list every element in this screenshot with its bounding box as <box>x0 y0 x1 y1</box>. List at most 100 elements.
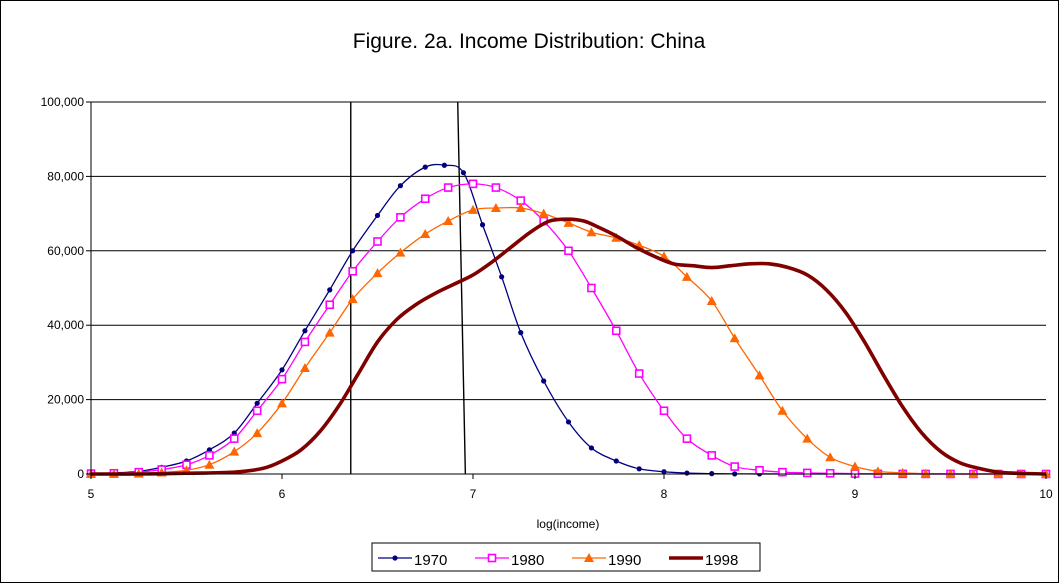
data-point-1980 <box>468 179 478 189</box>
data-point-1980 <box>778 467 787 477</box>
axis-layer: 0 20,000 40,000 60,000 80,000 100,000 5 6 7 8 9 10 <box>41 95 1053 501</box>
legend-item-1980: 1980 <box>475 552 544 569</box>
x-tick-label: 7 <box>470 487 477 501</box>
data-point-1980 <box>634 369 644 378</box>
legend-swatch-marker <box>392 555 398 561</box>
x-axis-label: log(income) <box>537 517 600 531</box>
data-point-1980 <box>229 434 239 443</box>
data-point-1980 <box>252 406 262 416</box>
data-point-1990 <box>897 467 908 477</box>
data-point-1980 <box>564 246 573 256</box>
legend-swatch-marker <box>487 553 497 563</box>
legend-item-1970: 1970 <box>378 552 447 569</box>
data-point-1980 <box>825 468 835 478</box>
data-point-1990 <box>538 208 549 218</box>
data-point-1990 <box>372 268 383 278</box>
data-point-1980 <box>443 183 453 192</box>
legend-item-1990: 1990 <box>572 552 641 569</box>
data-point-1980 <box>491 183 501 192</box>
data-point-1990 <box>777 405 788 415</box>
legend-swatch-marker <box>584 553 594 562</box>
data-point-1970 <box>302 328 308 334</box>
data-point-1980 <box>277 374 287 384</box>
data-point-1990 <box>920 468 931 478</box>
reference-line <box>457 101 467 475</box>
legend-label: 1970 <box>414 552 447 569</box>
data-point-1990 <box>395 247 406 257</box>
data-point-1980 <box>420 194 430 204</box>
data-point-1980 <box>396 213 405 222</box>
data-point-1980 <box>707 451 717 460</box>
data-point-1990 <box>252 428 263 438</box>
data-point-1980 <box>373 237 382 246</box>
data-point-1980 <box>205 451 214 460</box>
data-point-1970 <box>441 162 447 168</box>
y-tick-label: 80,000 <box>47 169 84 183</box>
data-point-1990 <box>420 229 431 239</box>
data-point-1970 <box>636 466 642 472</box>
data-point-1990 <box>729 333 740 343</box>
x-tick-label: 10 <box>1039 487 1053 501</box>
data-point-1990 <box>681 271 692 281</box>
data-point-1990 <box>277 398 287 408</box>
series-1998 <box>90 217 1047 476</box>
data-point-1990 <box>825 452 836 462</box>
data-point-1990 <box>802 433 813 443</box>
data-point-1990 <box>706 296 717 306</box>
data-point-1980 <box>348 266 357 276</box>
data-point-1990 <box>299 362 310 372</box>
x-tick-label: 9 <box>852 487 859 501</box>
data-point-1970 <box>374 212 381 219</box>
data-point-1990 <box>872 466 883 476</box>
data-point-1970 <box>518 330 524 336</box>
data-point-1970 <box>254 400 260 406</box>
legend-label: 1990 <box>608 552 641 569</box>
legend: 1970 1980 1990 1998 <box>371 542 761 572</box>
legend-label: 1998 <box>705 552 738 569</box>
data-point-1970 <box>661 469 667 475</box>
data-point-1970 <box>565 419 572 425</box>
data-point-1970 <box>499 274 505 280</box>
data-point-1990 <box>754 370 765 380</box>
y-tick-label: 100,000 <box>41 95 85 109</box>
data-point-1980 <box>802 468 812 478</box>
x-tick-label: 5 <box>88 487 95 501</box>
data-point-1970 <box>460 170 467 176</box>
data-point-1970 <box>684 470 690 476</box>
data-point-1980 <box>611 326 621 336</box>
legend-label: 1980 <box>511 552 544 569</box>
data-point-1990 <box>347 294 358 304</box>
data-point-1990 <box>586 227 597 237</box>
data-point-1990 <box>850 461 860 471</box>
series-line-1998 <box>90 217 1047 476</box>
y-tick-label: 60,000 <box>47 244 84 258</box>
data-point-1980 <box>730 462 739 471</box>
data-point-1990 <box>443 216 454 226</box>
data-point-1990 <box>563 217 574 227</box>
data-point-1970 <box>588 445 595 451</box>
data-point-1970 <box>541 378 547 384</box>
data-point-1970 <box>279 367 285 373</box>
reference-lines <box>350 101 467 475</box>
data-point-1990 <box>490 203 501 213</box>
data-point-1980 <box>682 434 692 443</box>
x-tick-label: 8 <box>661 487 668 501</box>
data-point-1970 <box>397 183 404 189</box>
data-point-1990 <box>204 459 215 469</box>
data-point-1990 <box>229 446 240 456</box>
data-point-1970 <box>479 222 486 228</box>
data-point-1990 <box>468 204 478 214</box>
data-point-1980 <box>325 300 335 310</box>
y-tick-label: 40,000 <box>47 318 84 332</box>
chart-title: Figure. 2a. Income Distribution: China <box>353 30 706 53</box>
data-point-1990 <box>945 468 956 478</box>
data-point-1970 <box>350 248 356 254</box>
data-point-1980 <box>300 337 310 347</box>
data-point-1970 <box>422 164 428 170</box>
data-point-1990 <box>515 203 526 213</box>
y-tick-label: 0 <box>77 467 84 481</box>
data-point-1980 <box>755 465 764 475</box>
data-point-1980 <box>659 406 669 416</box>
